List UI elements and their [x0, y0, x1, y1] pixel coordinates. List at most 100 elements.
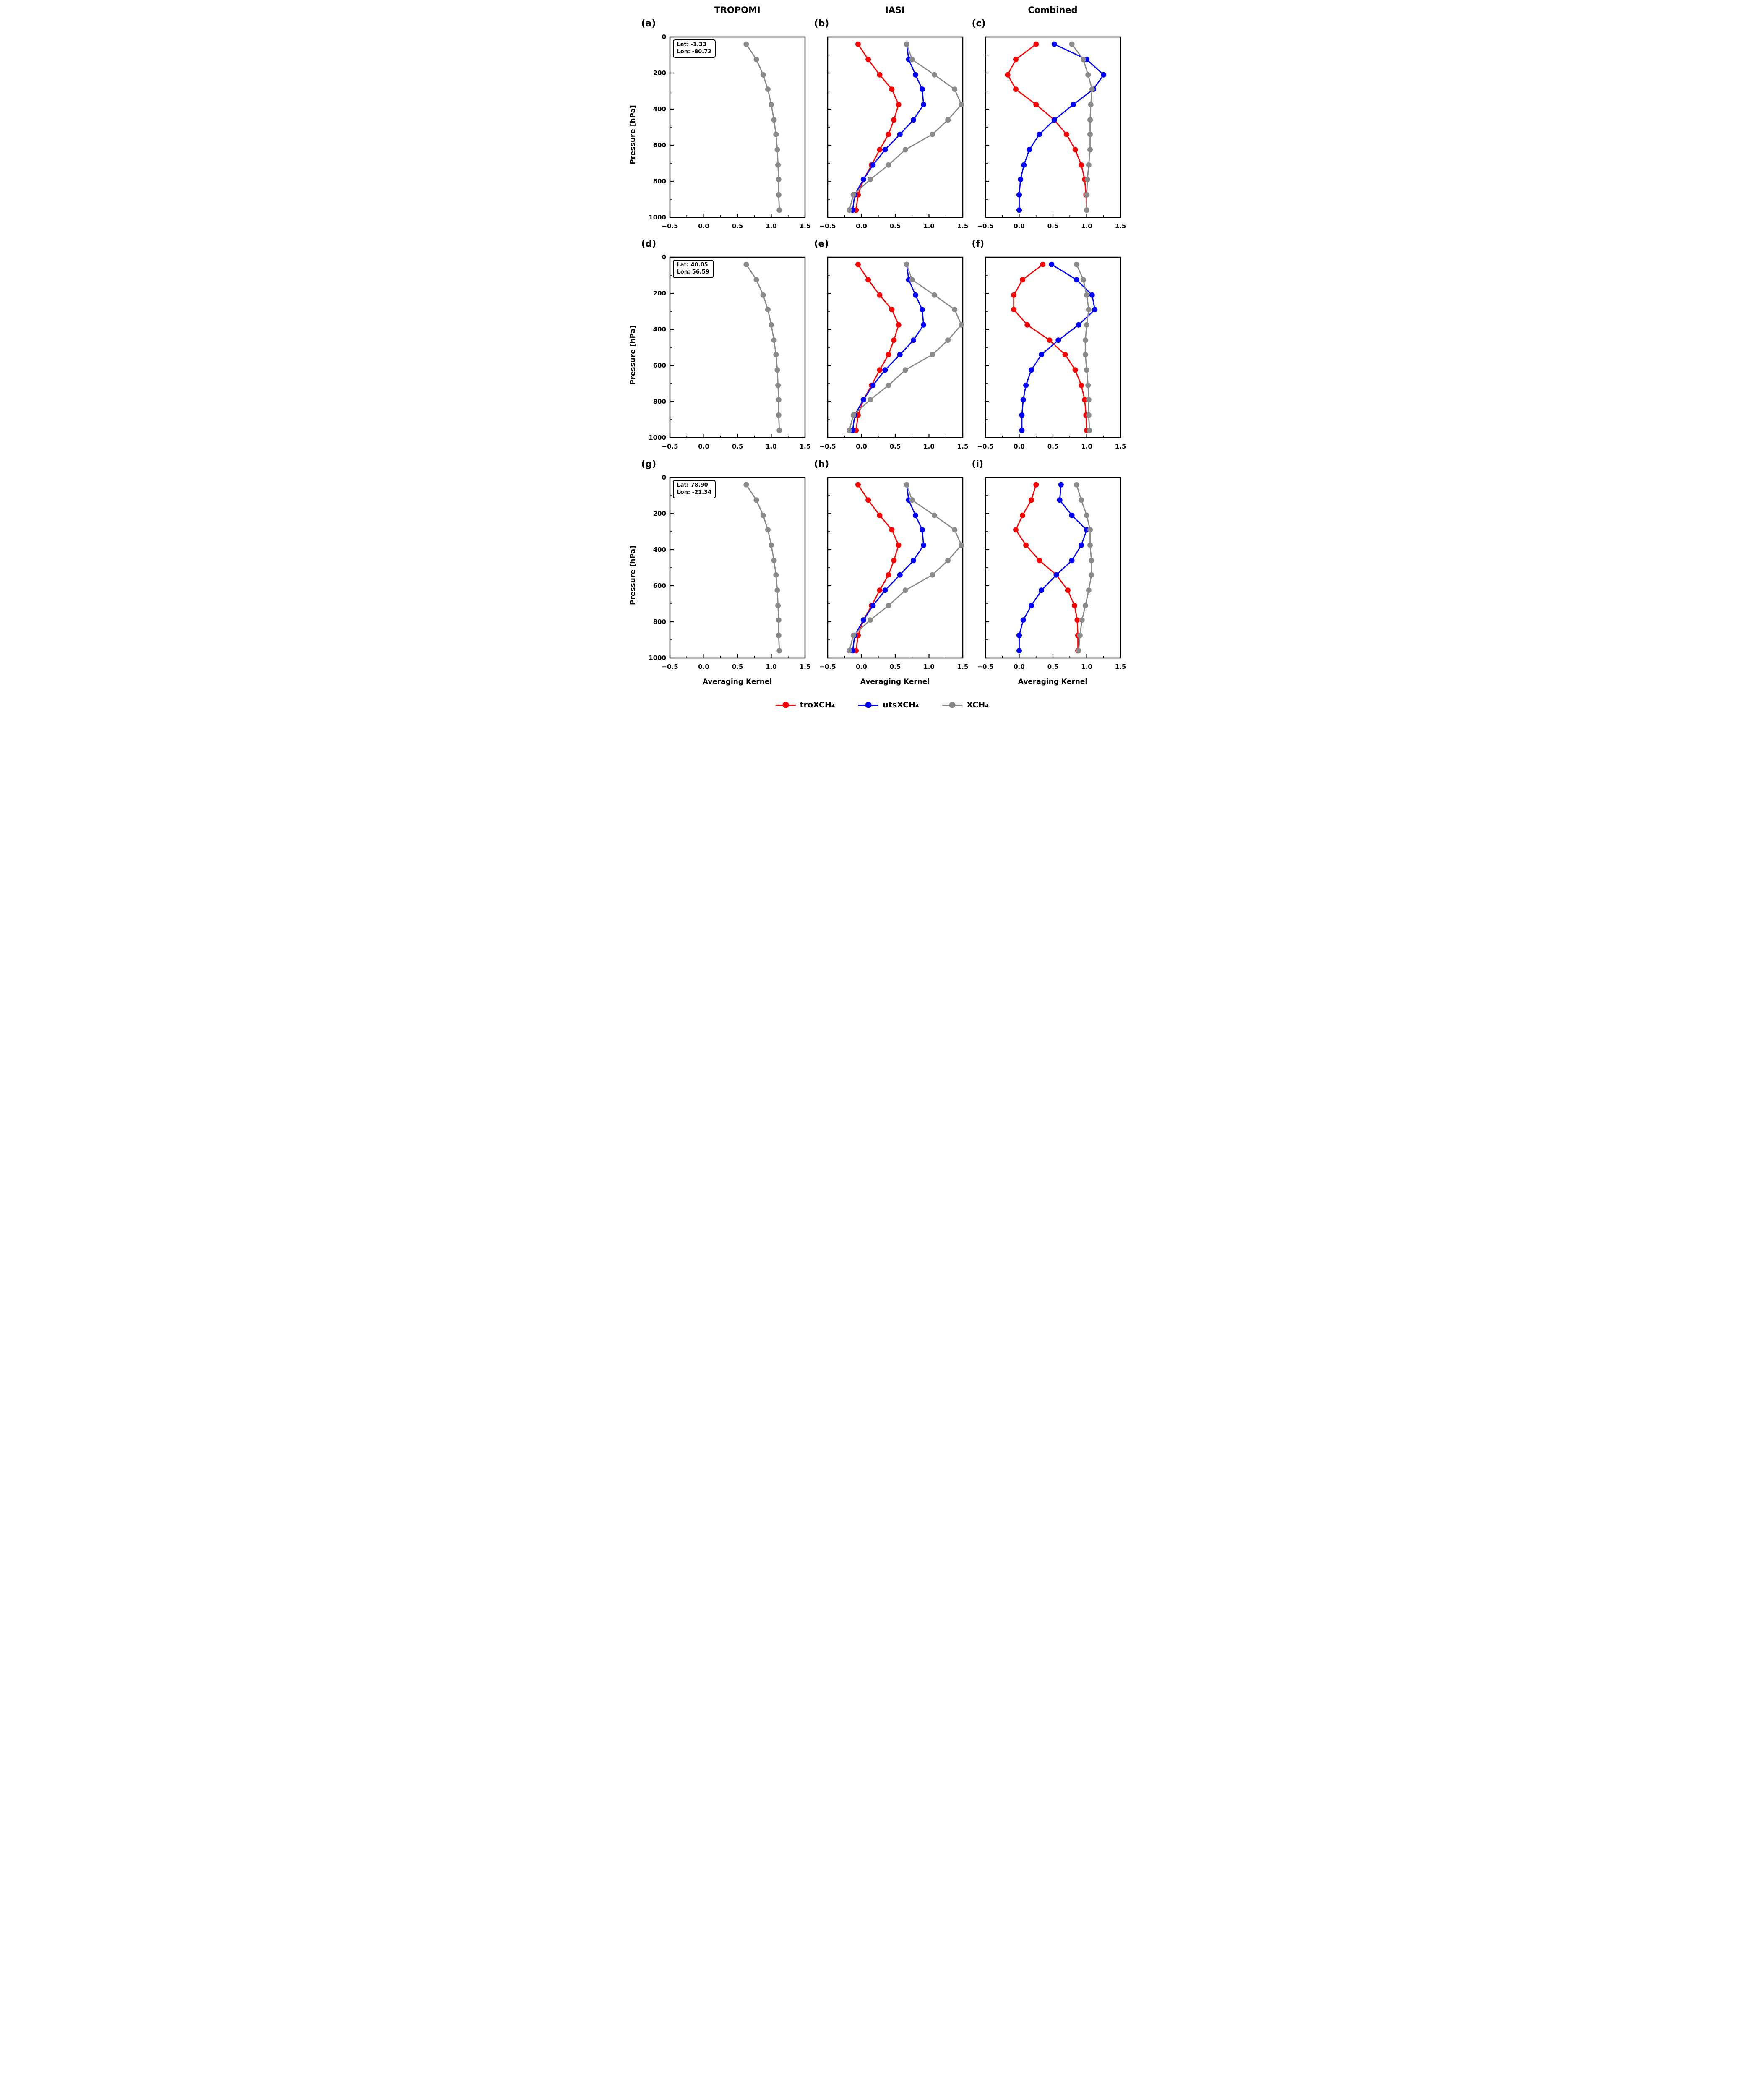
figure: TROPOMI IASI Combined Pressure [hPa] (a)…	[622, 0, 1142, 718]
svg-text:1.0: 1.0	[1081, 663, 1092, 671]
plot-canvas-h: −0.5 0.0 0.5 1.0 1.5	[819, 477, 968, 671]
series-blue	[1019, 261, 1097, 433]
plot-canvas-a: −0.5 0.0 0.5 1.0 1.5 0 200 400 600 800 1000	[649, 33, 810, 230]
svg-text:1.5: 1.5	[799, 663, 810, 671]
svg-text:1.0: 1.0	[766, 663, 777, 671]
latlon-annotation: Lat: 78.90 Lon: -21.34	[672, 480, 716, 498]
svg-text:1000: 1000	[649, 654, 666, 662]
column-title-iasi: IASI	[885, 5, 905, 15]
row-2: Pressure [hPa] (d) −0.5 0.0 0.5 1.0 1.5 0 200 4…	[627, 239, 1137, 457]
svg-text:1.0: 1.0	[1081, 222, 1092, 230]
svg-text:0.5: 0.5	[1047, 222, 1058, 230]
panel-label-a: (a)	[641, 18, 656, 29]
svg-text:0.0: 0.0	[1014, 443, 1025, 450]
svg-text:200: 200	[653, 69, 666, 77]
series-gray	[743, 482, 782, 654]
svg-text:400: 400	[653, 105, 666, 113]
svg-text:−0.5: −0.5	[819, 663, 836, 671]
svg-text:0.5: 0.5	[732, 222, 743, 230]
row-3: Pressure [hPa] (g) −0.5 0.0 0.5 1.0 1.5 0 200 4…	[627, 459, 1137, 677]
svg-text:0.5: 0.5	[732, 443, 743, 450]
svg-text:800: 800	[653, 398, 666, 405]
panel-d: (d) −0.5 0.0 0.5 1.0 1.5 0 200 400 600 800 1000 La…	[641, 239, 812, 457]
x-axis-label: Averaging Kernel	[1018, 678, 1088, 686]
latlon-annotation: Lat: -1.33 Lon: -80.72	[672, 39, 716, 58]
legend-marker-red	[775, 702, 796, 709]
svg-text:1.5: 1.5	[1115, 663, 1126, 671]
svg-text:0: 0	[662, 253, 666, 261]
latlon-annotation: Lat: 40.05 Lon: 56.59	[672, 260, 714, 278]
panel-a: (a) −0.5 0.0 0.5 1.0 1.5 0 200 400 600 800 1000 La…	[641, 18, 812, 236]
svg-text:1.5: 1.5	[1115, 443, 1126, 450]
y-axis-label: Pressure [hPa]	[628, 104, 637, 164]
svg-text:−0.5: −0.5	[819, 443, 836, 450]
svg-text:1.0: 1.0	[923, 222, 935, 230]
panel-h: (h) −0.5 0.0 0.5 1.0 1.5	[814, 459, 969, 677]
svg-text:200: 200	[653, 510, 666, 517]
svg-text:−0.5: −0.5	[977, 222, 993, 230]
svg-text:1.0: 1.0	[766, 222, 777, 230]
column-headers: TROPOMI IASI Combined	[627, 5, 1137, 16]
svg-text:0.0: 0.0	[698, 443, 709, 450]
column-title-combined: Combined	[1028, 5, 1078, 15]
series-gray	[846, 41, 964, 213]
svg-text:0.5: 0.5	[1047, 443, 1058, 450]
svg-text:0.0: 0.0	[1014, 222, 1025, 230]
panel-e: (e) −0.5 0.0 0.5 1.0 1.5	[814, 239, 969, 457]
x-axis-label: Averaging Kernel	[860, 678, 930, 686]
series-gray	[846, 261, 964, 433]
svg-text:600: 600	[653, 362, 666, 369]
series-gray	[846, 482, 964, 654]
panel-b: (b) −0.5 0.0 0.5 1.0 1.5	[814, 18, 969, 236]
plot-canvas-e: −0.5 0.0 0.5 1.0 1.5	[819, 256, 968, 450]
y-axis-label: Pressure [hPa]	[628, 325, 637, 385]
svg-text:1.5: 1.5	[957, 222, 968, 230]
svg-text:0.5: 0.5	[889, 663, 901, 671]
header-spacer	[627, 5, 639, 16]
row-1: Pressure [hPa] (a) −0.5 0.0 0.5 1.0 1.5 0 200 4…	[627, 18, 1137, 236]
series-gray	[743, 261, 782, 433]
svg-text:−0.5: −0.5	[662, 222, 678, 230]
column-title-tropomi: TROPOMI	[714, 5, 761, 15]
x-axis-labels: Averaging Kernel Averaging Kernel Averag…	[627, 678, 1137, 686]
svg-text:200: 200	[653, 290, 666, 297]
y-axis-label: Pressure [hPa]	[628, 545, 637, 605]
svg-text:1.0: 1.0	[1081, 443, 1092, 450]
legend-marker-gray	[942, 702, 963, 709]
plot-canvas-c: −0.5 0.0 0.5 1.0 1.5	[977, 36, 1126, 230]
svg-text:400: 400	[653, 546, 666, 553]
svg-text:0.0: 0.0	[698, 663, 709, 671]
svg-text:0.5: 0.5	[1047, 663, 1058, 671]
series-red	[853, 261, 902, 433]
series-blue	[849, 41, 926, 213]
legend-item-utsxch4: utsXCH₄	[858, 700, 919, 710]
svg-text:800: 800	[653, 618, 666, 626]
svg-text:0.5: 0.5	[889, 222, 901, 230]
svg-text:0.0: 0.0	[1014, 663, 1025, 671]
svg-text:0: 0	[662, 33, 666, 41]
series-red	[853, 41, 902, 213]
panel-label-g: (g)	[641, 459, 657, 470]
panel-g: (g) −0.5 0.0 0.5 1.0 1.5 0 200 400 600 800 1000 La…	[641, 459, 812, 677]
svg-text:0.0: 0.0	[698, 222, 709, 230]
plot-canvas-i: −0.5 0.0 0.5 1.0 1.5	[977, 477, 1126, 671]
panel-label-h: (h)	[814, 459, 829, 470]
panel-i: (i) −0.5 0.0 0.5 1.0 1.5	[972, 459, 1127, 677]
series-gray	[1074, 261, 1092, 433]
svg-text:1.0: 1.0	[923, 663, 935, 671]
panel-label-b: (b)	[814, 18, 829, 29]
svg-text:−0.5: −0.5	[977, 443, 993, 450]
plot-canvas-d: −0.5 0.0 0.5 1.0 1.5 0 200 400 600 800 1000	[649, 253, 810, 450]
legend: troXCH₄ utsXCH₄ XCH₄	[627, 700, 1137, 710]
svg-text:1.5: 1.5	[799, 443, 810, 450]
series-red	[853, 482, 902, 654]
svg-text:400: 400	[653, 326, 666, 333]
series-blue	[1016, 41, 1106, 213]
svg-text:1000: 1000	[649, 214, 666, 221]
svg-text:0.0: 0.0	[856, 443, 867, 450]
legend-label-troxch4: troXCH₄	[800, 700, 835, 710]
legend-item-xch4: XCH₄	[942, 700, 988, 710]
svg-text:1000: 1000	[649, 434, 666, 441]
svg-text:600: 600	[653, 582, 666, 590]
legend-marker-blue	[858, 702, 879, 709]
